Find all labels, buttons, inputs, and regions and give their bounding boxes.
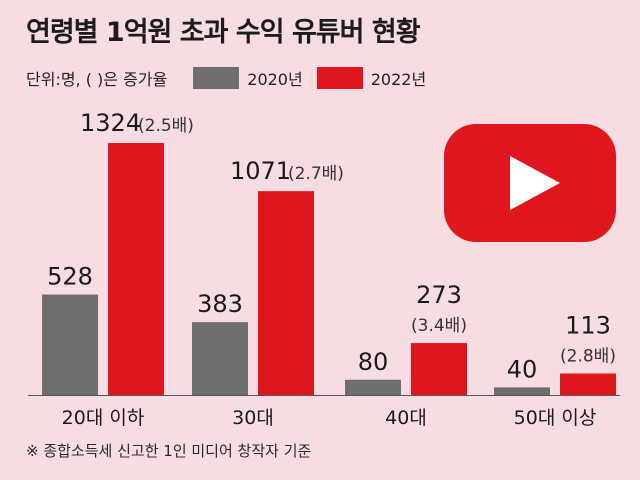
value-label-2020-40대: 80 [358, 348, 389, 376]
bar-2022년-20대 이하 [108, 143, 164, 395]
bar-2022년-30대 [258, 191, 314, 395]
category-label-50대 이상: 50대 이상 [514, 407, 597, 429]
value-label-2022-50대 이상: 113 [565, 311, 611, 339]
legend-label-2022: 2022년 [370, 70, 427, 89]
legend-item-2020: 2020년 [193, 66, 303, 90]
unit-note: 단위:명, ( )은 증가율 [26, 70, 168, 89]
value-label-2022-40대: 273 [416, 281, 462, 309]
growth-label-50대 이상: (2.8배) [560, 346, 616, 366]
value-label-2022-20대 이하: 1324 [80, 109, 141, 137]
bar-2022년-50대 이상 [560, 373, 616, 395]
legend-label-2020: 2020년 [247, 70, 303, 89]
growth-label-20대 이하: (2.5배) [138, 116, 194, 136]
bar-2020년-40대 [345, 379, 401, 395]
value-label-2022-30대: 1071 [230, 157, 291, 185]
legend: 단위:명, ( )은 증가율 2020년 2022년 [26, 64, 426, 92]
category-label-30대: 30대 [232, 407, 274, 429]
footnote: ※ 종합소득세 신고한 1인 미디어 창작자 기준 [26, 442, 312, 460]
bar-2020년-20대 이하 [42, 294, 98, 395]
youtube-play-icon [444, 124, 616, 242]
legend-item-2022: 2022년 [316, 66, 427, 90]
growth-label-30대: (2.7배) [288, 164, 344, 184]
value-label-2020-50대 이상: 40 [507, 355, 538, 383]
value-label-2020-20대 이하: 528 [47, 263, 93, 291]
legend-swatch-2022 [316, 67, 363, 89]
legend-swatch-2020 [193, 67, 240, 89]
category-label-40대: 40대 [385, 407, 427, 429]
bar-2022년-40대 [411, 343, 467, 395]
growth-label-40대: (3.4배) [411, 316, 467, 336]
chart-title: 연령별 1억원 초과 수익 유튜버 현황 [26, 17, 421, 48]
value-label-2020-30대: 383 [197, 290, 243, 318]
bar-2020년-50대 이상 [494, 387, 550, 395]
category-label-20대 이하: 20대 이하 [62, 407, 145, 429]
bar-2020년-30대 [192, 322, 248, 395]
